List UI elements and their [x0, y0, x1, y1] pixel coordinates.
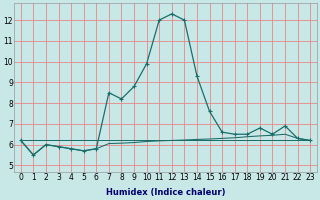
X-axis label: Humidex (Indice chaleur): Humidex (Indice chaleur) — [106, 188, 225, 197]
